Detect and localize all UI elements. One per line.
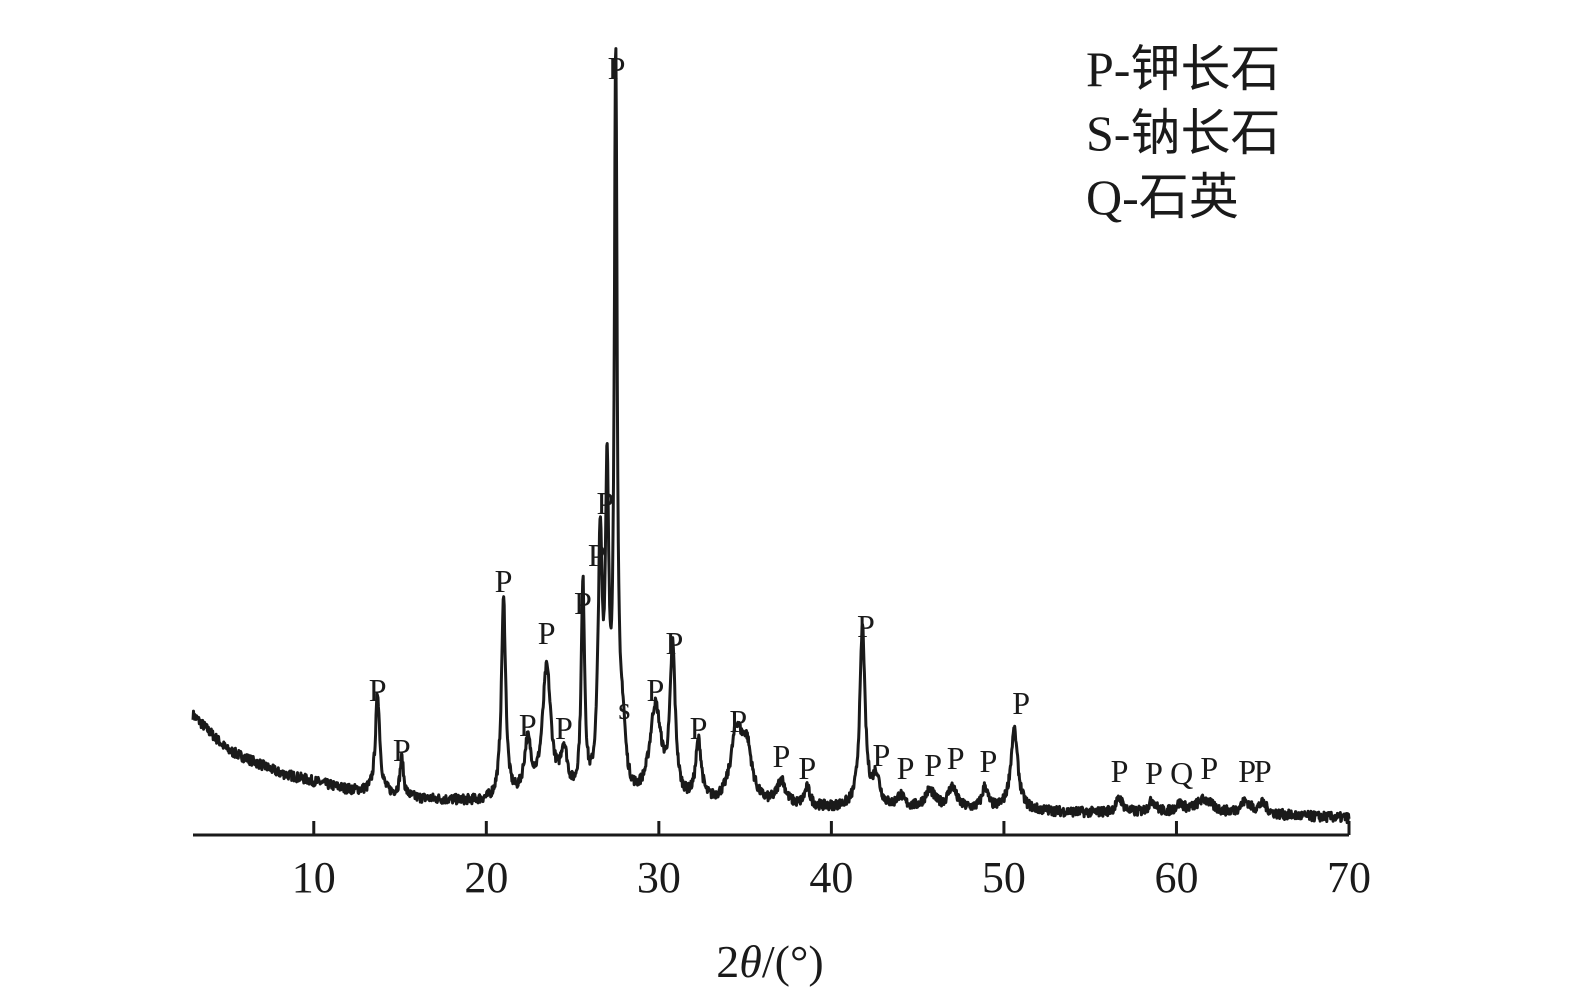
peak-label: P — [647, 672, 665, 708]
x-axis-title-theta: θ — [739, 936, 762, 987]
x-axis-title-prefix: 2 — [716, 936, 739, 987]
peak-label: P — [1200, 750, 1218, 786]
peak-label: P — [798, 750, 816, 786]
peak-label: P — [729, 703, 747, 739]
x-axis-ticks: 10 20 30 40 50 60 70 — [292, 821, 1371, 902]
peak-label: P — [857, 608, 875, 644]
peak-label: P — [495, 563, 513, 599]
peak-label: Q — [1170, 755, 1193, 791]
x-tick-label: 60 — [1154, 853, 1198, 902]
peak-label: P — [588, 537, 606, 573]
peak-label: P — [393, 732, 411, 768]
peak-label: P — [979, 743, 997, 779]
legend-entry-albite: S-钠长石 — [1086, 105, 1280, 161]
peak-label: P — [665, 625, 683, 661]
peak-label: P — [1012, 685, 1030, 721]
x-axis-title: 2θ/(°) — [716, 936, 823, 987]
peak-label: P — [897, 750, 915, 786]
x-tick-label: 50 — [982, 853, 1026, 902]
peak-label: P — [538, 615, 556, 651]
peak-label: P — [690, 710, 708, 746]
legend-entry-quartz: Q-石英 — [1086, 169, 1239, 225]
peak-label: P — [1238, 753, 1256, 789]
peak-label: P — [519, 707, 537, 743]
x-tick-label: 70 — [1327, 853, 1371, 902]
plot-area — [191, 47, 1351, 825]
peak-label: P — [608, 50, 626, 86]
legend-entry-potassium-feldspar: P-钾长石 — [1086, 41, 1280, 97]
x-tick-label: 10 — [292, 853, 336, 902]
x-tick-label: 20 — [464, 853, 508, 902]
legend: P-钾长石 S-钠长石 Q-石英 — [1086, 41, 1280, 225]
peak-label: P — [596, 485, 614, 521]
peak-label: P — [1145, 755, 1163, 791]
xrd-trace — [191, 47, 1351, 825]
x-tick-label: 40 — [809, 853, 853, 902]
peak-label: P — [772, 738, 790, 774]
peak-label: P — [873, 737, 891, 773]
peak-label: P — [924, 747, 942, 783]
peak-label: P — [947, 740, 965, 776]
peak-label: P — [555, 710, 573, 746]
peak-label: P — [574, 585, 592, 621]
peak-label: s — [618, 690, 630, 726]
x-tick-label: 30 — [637, 853, 681, 902]
x-axis-title-unit: /(°) — [762, 936, 824, 987]
peak-label: P — [369, 672, 387, 708]
peak-label: P — [1111, 753, 1129, 789]
peak-label: P — [1254, 753, 1272, 789]
